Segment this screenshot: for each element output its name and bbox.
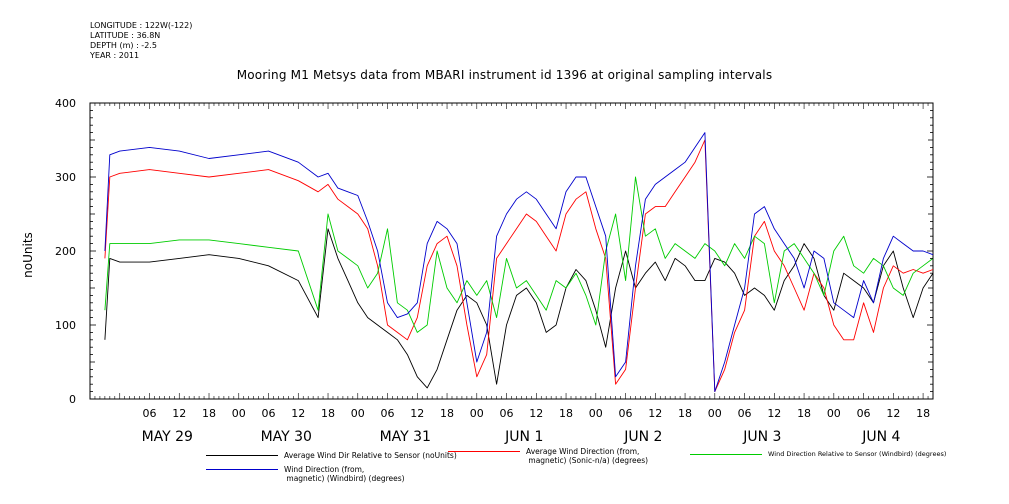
series-line-avg-dir-sonic [104, 139, 934, 393]
x-hour-label: 00 [708, 407, 722, 420]
depth-text: DEPTH (m) : -2.5 [90, 41, 157, 50]
year-text: YEAR : 2011 [90, 51, 140, 60]
x-hour-label: 06 [619, 407, 633, 420]
x-hour-label: 00 [827, 407, 841, 420]
x-day-label: JUN 4 [861, 429, 900, 445]
x-hour-label: 18 [440, 407, 454, 420]
y-tick-label: 400 [55, 97, 76, 110]
x-hour-label: 06 [381, 407, 395, 420]
x-hour-label: 12 [886, 407, 900, 420]
metadata-block: LONGITUDE : 122W(-122) LATITUDE : 36.8N … [90, 21, 192, 61]
x-hour-label: 00 [470, 407, 484, 420]
x-hour-label: 06 [500, 407, 514, 420]
x-day-label: MAY 30 [261, 429, 312, 445]
x-hour-label: 06 [262, 407, 276, 420]
legend-swatch-black [206, 455, 278, 456]
series-layer [104, 132, 934, 393]
x-hour-label: 06 [857, 407, 871, 420]
plot-frame [89, 102, 934, 400]
y-axis-label: noUnits [21, 232, 35, 278]
x-hour-label: 00 [232, 407, 246, 420]
y-tick-label: 200 [55, 245, 76, 258]
longitude-text: LONGITUDE : 122W(-122) [90, 21, 193, 30]
legend-label-green: Wind Direction Relative to Sensor (Windb… [768, 450, 947, 458]
chart-title: Mooring M1 Metsys data from MBARI instru… [236, 68, 773, 82]
series-line-avg-dir-relative [104, 228, 934, 389]
series-line-dir-relative-windbird [104, 176, 934, 333]
legend-swatch-blue [206, 469, 278, 470]
x-hour-label: 12 [172, 407, 186, 420]
x-hour-label: 00 [351, 407, 365, 420]
legend-label-red: Average Wind Direction (from, magnetic) … [526, 447, 649, 465]
x-day-label: MAY 29 [142, 429, 193, 445]
y-tick-label: 0 [69, 393, 76, 406]
x-hour-label: 12 [291, 407, 305, 420]
x-day-label: MAY 31 [380, 429, 431, 445]
x-hour-label: 12 [648, 407, 662, 420]
legend-swatch-green [690, 454, 762, 455]
series-line-dir-windbird [104, 132, 934, 393]
tick-layer [89, 102, 934, 400]
legend-label-black: Average Wind Dir Relative to Sensor (noU… [284, 451, 457, 460]
x-day-label: JUN 1 [504, 429, 543, 445]
legend-swatch-red [448, 451, 520, 452]
x-hour-label: 12 [410, 407, 424, 420]
legend-label-blue: Wind Direction (from, magnetic) (Windbir… [284, 465, 405, 483]
x-hour-label: 12 [767, 407, 781, 420]
x-hour-label: 18 [678, 407, 692, 420]
y-tick-label: 300 [55, 171, 76, 184]
x-hour-label: 00 [589, 407, 603, 420]
x-hour-label: 18 [797, 407, 811, 420]
x-hour-label: 18 [321, 407, 335, 420]
x-hour-label: 18 [202, 407, 216, 420]
x-day-label: JUN 2 [623, 429, 662, 445]
x-hour-label: 06 [738, 407, 752, 420]
x-day-label: JUN 3 [742, 429, 781, 445]
y-tick-label: 100 [55, 319, 76, 332]
x-hour-label: 12 [529, 407, 543, 420]
x-hour-label: 18 [916, 407, 930, 420]
x-hour-label: 06 [143, 407, 157, 420]
label-layer: 0 100 200 300 400 06 12 18 00 06 12 18 00 06 12 18 00 06 1… [55, 97, 930, 445]
x-hour-label: 18 [559, 407, 573, 420]
latitude-text: LATITUDE : 36.8N [90, 31, 161, 40]
